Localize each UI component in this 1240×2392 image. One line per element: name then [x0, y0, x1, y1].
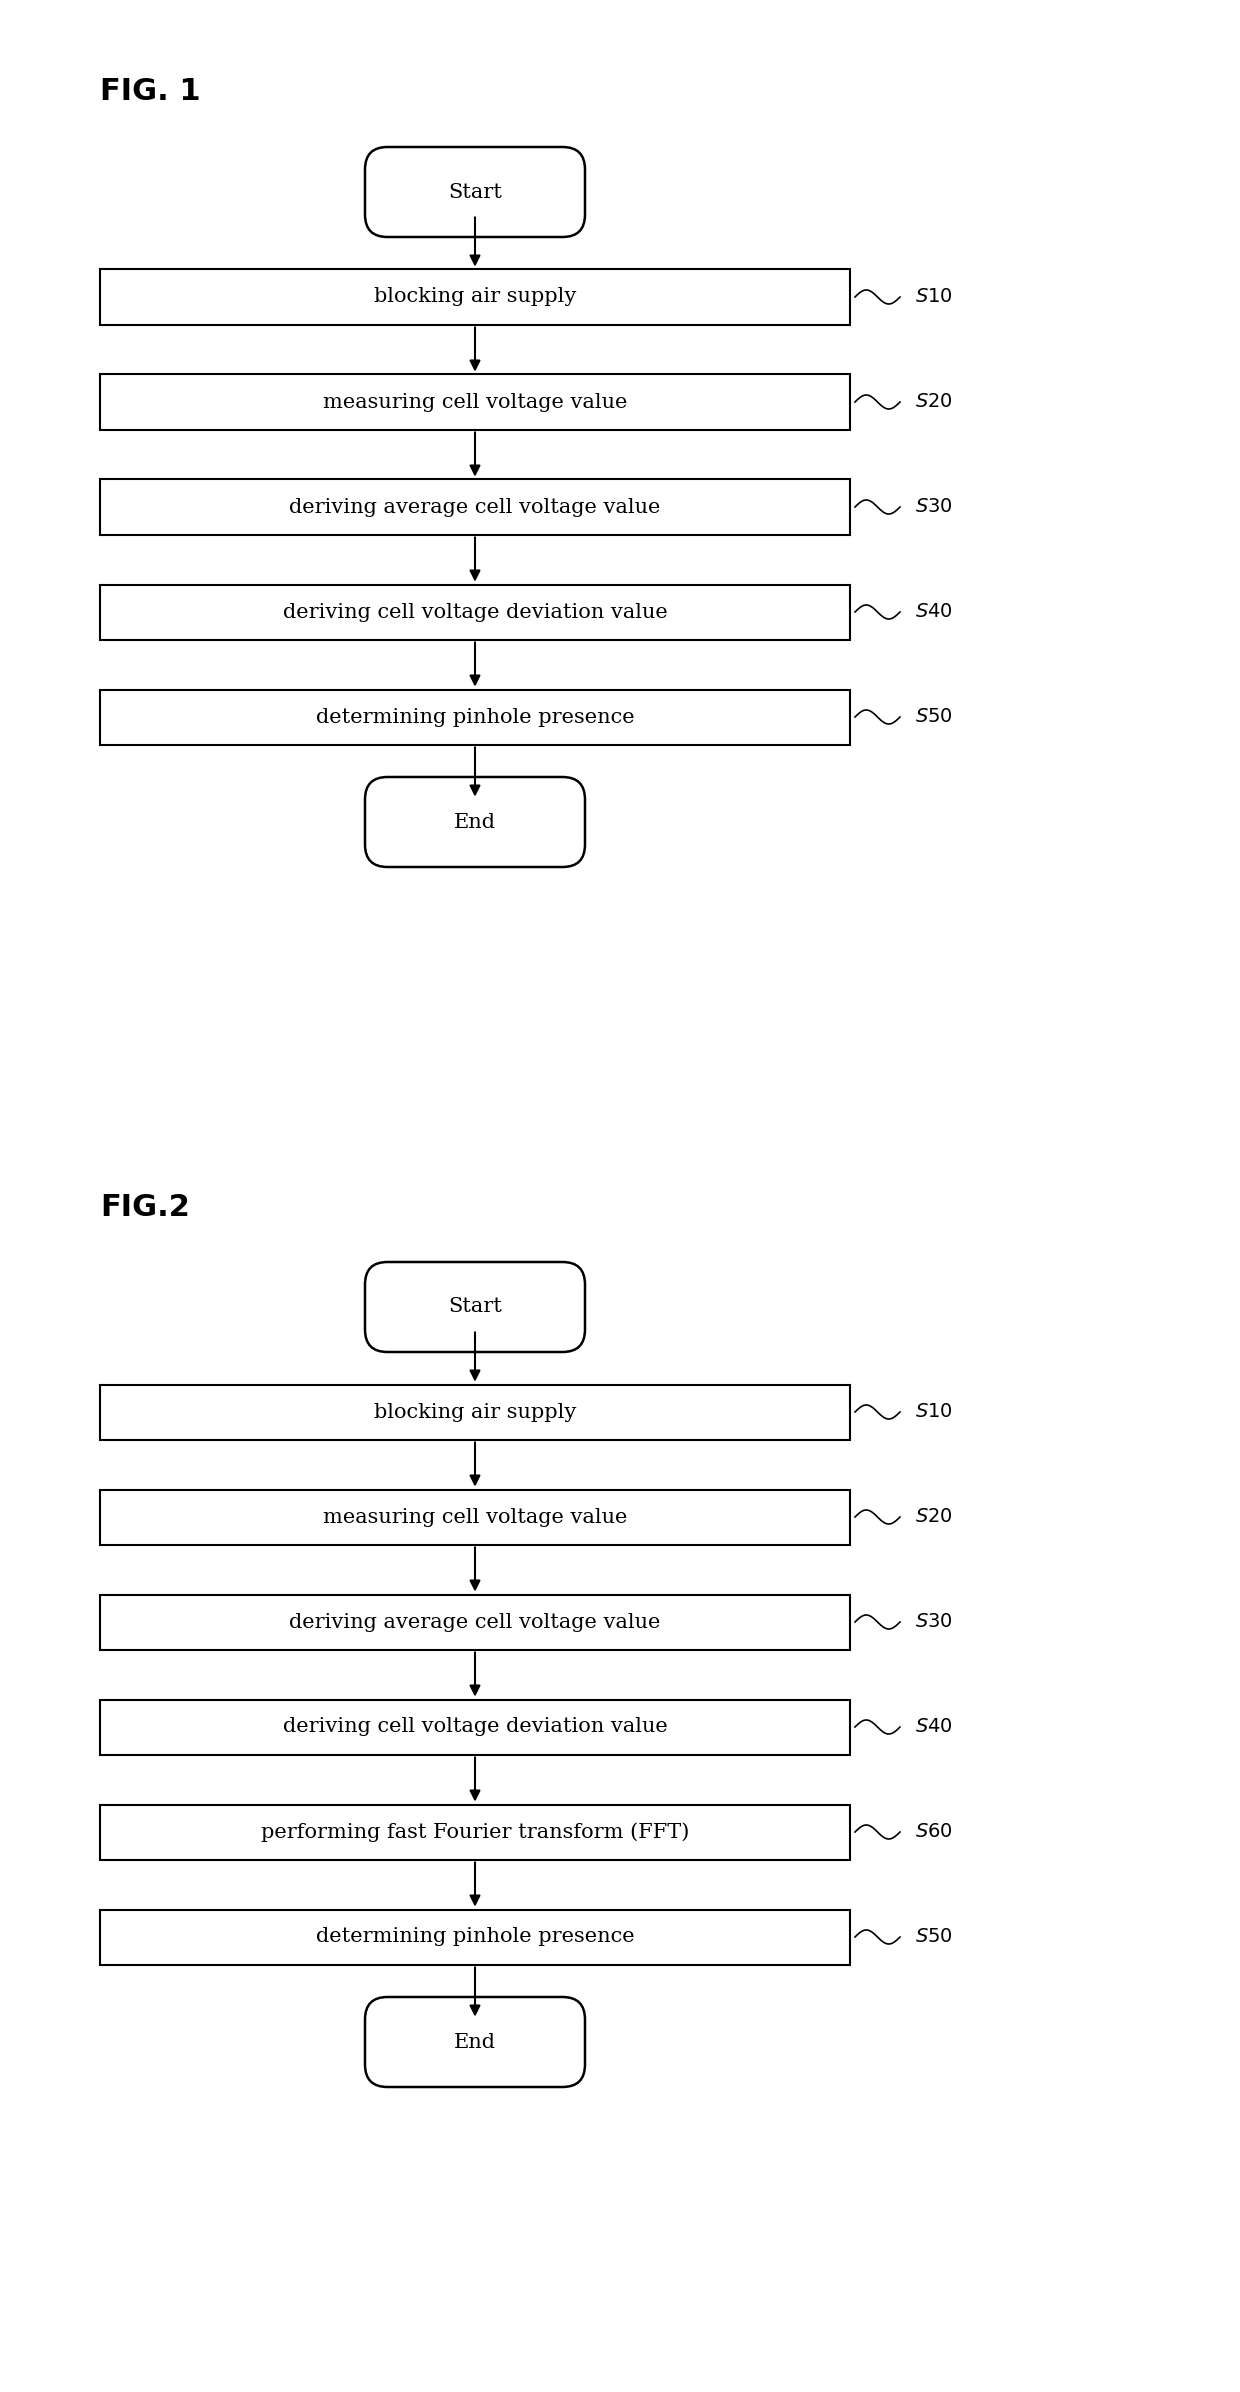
Text: FIG. 1: FIG. 1 — [100, 77, 201, 108]
Text: $\mathit{S20}$: $\mathit{S20}$ — [915, 1507, 952, 1526]
Text: determining pinhole presence: determining pinhole presence — [316, 708, 635, 727]
Text: blocking air supply: blocking air supply — [373, 1402, 577, 1421]
Bar — [100, 270, 849, 325]
Text: deriving cell voltage deviation value: deriving cell voltage deviation value — [283, 603, 667, 622]
Bar — [100, 584, 849, 639]
Text: deriving average cell voltage value: deriving average cell voltage value — [289, 498, 661, 517]
Text: determining pinhole presence: determining pinhole presence — [316, 1928, 635, 1947]
Bar — [100, 689, 849, 744]
Text: $\mathit{S40}$: $\mathit{S40}$ — [915, 1717, 952, 1737]
Bar — [100, 1385, 849, 1440]
Text: $\mathit{S10}$: $\mathit{S10}$ — [915, 1404, 952, 1421]
Bar — [100, 1595, 849, 1650]
Text: deriving average cell voltage value: deriving average cell voltage value — [289, 1612, 661, 1631]
FancyBboxPatch shape — [365, 1997, 585, 2086]
Text: blocking air supply: blocking air supply — [373, 287, 577, 306]
Bar — [100, 1909, 849, 1964]
Text: $\mathit{S10}$: $\mathit{S10}$ — [915, 287, 952, 306]
Text: FIG.2: FIG.2 — [100, 1194, 190, 1222]
Text: $\mathit{S20}$: $\mathit{S20}$ — [915, 392, 952, 411]
Text: Start: Start — [448, 182, 502, 201]
Bar — [100, 376, 849, 431]
Text: End: End — [454, 813, 496, 832]
Bar — [100, 1804, 849, 1859]
FancyBboxPatch shape — [365, 1263, 585, 1351]
Text: $\mathit{S30}$: $\mathit{S30}$ — [915, 1612, 952, 1631]
Text: End: End — [454, 2033, 496, 2052]
FancyBboxPatch shape — [365, 777, 585, 866]
Text: Start: Start — [448, 1296, 502, 1316]
FancyBboxPatch shape — [365, 146, 585, 237]
Text: measuring cell voltage value: measuring cell voltage value — [322, 392, 627, 411]
Text: performing fast Fourier transform (FFT): performing fast Fourier transform (FFT) — [260, 1823, 689, 1842]
Bar — [100, 1490, 849, 1545]
Bar — [100, 1698, 849, 1753]
Text: $\mathit{S40}$: $\mathit{S40}$ — [915, 603, 952, 622]
Text: $\mathit{S60}$: $\mathit{S60}$ — [915, 1823, 952, 1842]
Text: deriving cell voltage deviation value: deriving cell voltage deviation value — [283, 1717, 667, 1737]
Text: $\mathit{S50}$: $\mathit{S50}$ — [915, 708, 952, 727]
Text: $\mathit{S50}$: $\mathit{S50}$ — [915, 1928, 952, 1947]
Text: measuring cell voltage value: measuring cell voltage value — [322, 1507, 627, 1526]
Bar — [100, 478, 849, 533]
Text: $\mathit{S30}$: $\mathit{S30}$ — [915, 498, 952, 517]
